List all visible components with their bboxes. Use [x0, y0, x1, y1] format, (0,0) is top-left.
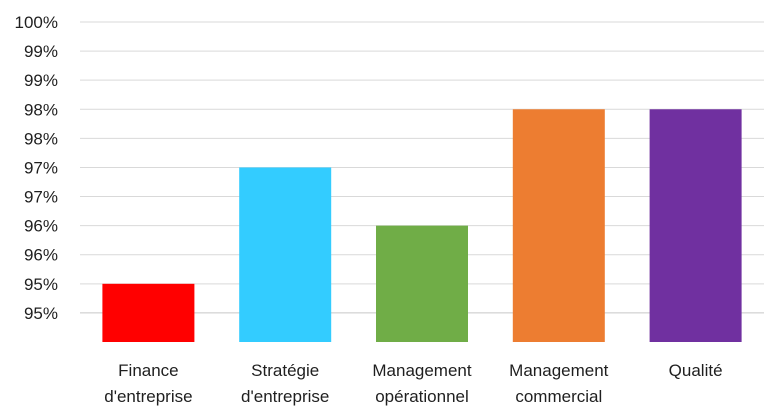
- x-category-label: Management opérationnel: [372, 361, 472, 406]
- bar: [512, 109, 605, 342]
- y-axis-tick-labels: 95% 95% 96% 96% 97% 97% 98% 98% 99% 99% 100%: [15, 13, 58, 323]
- y-tick-label: 98%: [24, 129, 58, 148]
- y-tick-label: 97%: [24, 158, 58, 177]
- x-category-label: Finance d'entreprise: [104, 361, 192, 406]
- bar: [649, 109, 742, 342]
- x-category-label: Qualité: [669, 361, 723, 380]
- y-tick-label: 95%: [24, 275, 58, 294]
- bar: [239, 167, 332, 342]
- y-tick-label: 95%: [24, 304, 58, 323]
- y-tick-label: 99%: [24, 42, 58, 61]
- y-tick-label: 100%: [15, 13, 58, 32]
- y-tick-label: 97%: [24, 188, 58, 207]
- y-tick-label: 96%: [24, 217, 58, 236]
- bar: [102, 283, 195, 342]
- x-axis-category-labels: Finance d'entreprise Stratégie d'entreprise…: [104, 361, 722, 406]
- bars: [102, 109, 742, 342]
- y-tick-label: 98%: [24, 100, 58, 119]
- bar: [376, 225, 468, 342]
- x-category-label: Stratégie d'entreprise: [241, 361, 329, 406]
- y-tick-label: 96%: [24, 246, 58, 265]
- y-tick-label: 99%: [24, 71, 58, 90]
- x-category-label: Management commercial: [509, 361, 609, 406]
